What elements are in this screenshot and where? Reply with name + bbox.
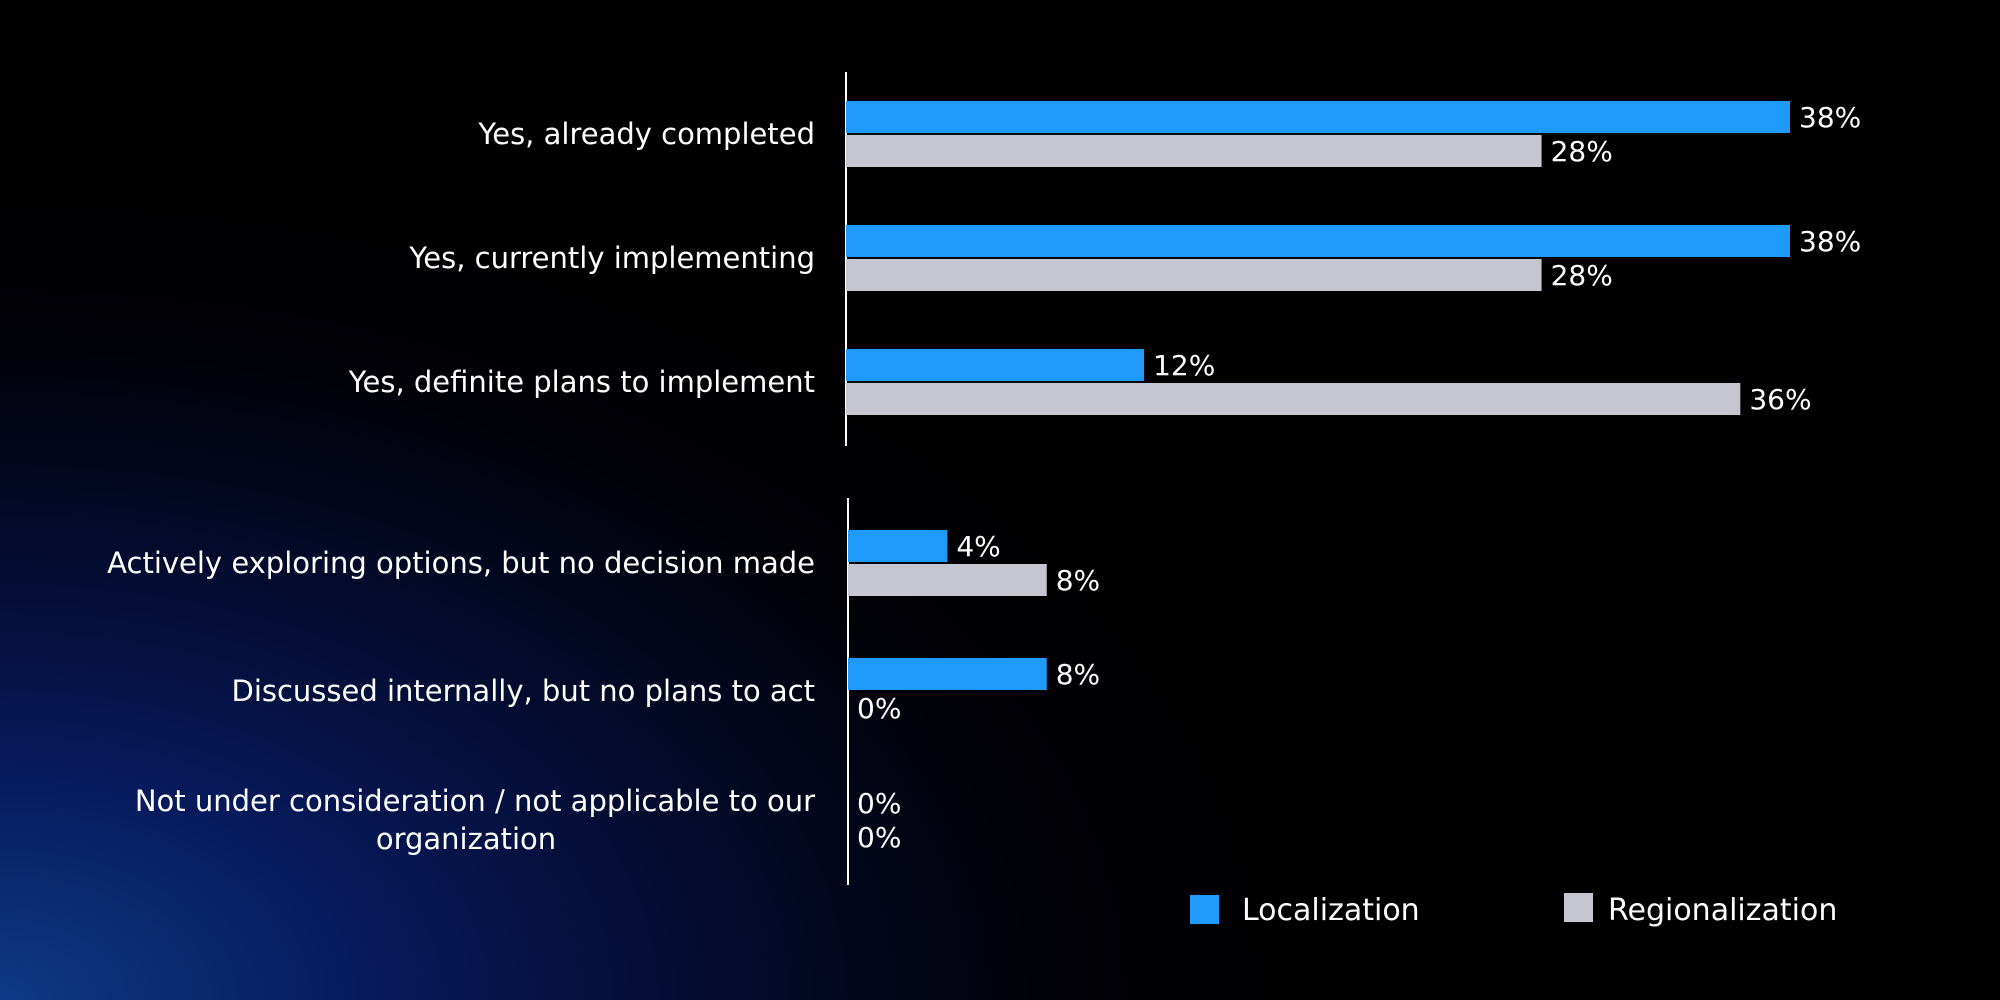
legend-swatch-localization (1190, 895, 1219, 924)
bars (846, 101, 1790, 690)
data-label: 0% (857, 787, 901, 820)
bar-localization (848, 658, 1047, 690)
data-label: 4% (956, 530, 1000, 563)
axes (845, 72, 849, 885)
legend-swatch-regionalization (1564, 893, 1593, 922)
bar-regionalization (846, 383, 1741, 415)
data-label: 0% (857, 821, 901, 854)
data-label: 38% (1799, 225, 1861, 258)
bar-localization (846, 349, 1145, 381)
value-labels: 38%38%12%4%8%0%28%28%36%8%0%0% (857, 101, 1861, 854)
data-label: 28% (1551, 259, 1613, 292)
category-label: Yes, definite plans to implement (348, 365, 815, 399)
bar-regionalization (846, 259, 1542, 291)
category-label: organization (376, 822, 556, 856)
bar-localization (848, 530, 948, 562)
bar-regionalization (848, 564, 1047, 596)
bar-regionalization (846, 135, 1542, 167)
category-label: Yes, currently implementing (408, 241, 815, 275)
legend: Localization Regionalization (1190, 893, 1837, 928)
legend-label-regionalization: Regionalization (1608, 893, 1837, 928)
category-label: Actively exploring options, but no decis… (107, 546, 815, 580)
bar-localization (846, 225, 1790, 257)
data-label: 36% (1749, 383, 1811, 416)
data-label: 12% (1153, 349, 1215, 382)
category-label: Discussed internally, but no plans to ac… (231, 674, 815, 708)
data-label: 28% (1551, 135, 1613, 168)
data-label: 0% (857, 692, 901, 725)
legend-label-localization: Localization (1242, 893, 1420, 928)
data-label: 38% (1799, 101, 1861, 134)
bar-localization (846, 101, 1790, 133)
data-label: 8% (1056, 658, 1100, 691)
category-labels: Yes, already completed Yes, currently imp… (107, 117, 815, 856)
category-label: Not under consideration / not applicable… (135, 784, 815, 818)
data-label: 8% (1056, 564, 1100, 597)
category-label: Yes, already completed (477, 117, 815, 151)
